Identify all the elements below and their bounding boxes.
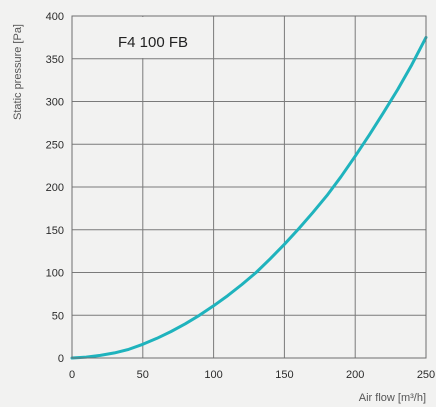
y-tick-label: 400 (46, 11, 64, 23)
chart-title: F4 100 FB (118, 34, 188, 51)
title-box (73, 17, 213, 58)
plot-frame (71, 15, 427, 359)
grid-lines (72, 16, 426, 358)
y-tick-label: 300 (46, 97, 64, 109)
y-tick-label: 350 (46, 54, 64, 66)
x-tick-label: 50 (137, 369, 149, 381)
y-tick-label: 100 (46, 268, 64, 280)
series-line (70, 35, 428, 360)
y-tick-label: 0 (58, 353, 64, 365)
x-tick-label: 0 (69, 369, 75, 381)
y-tick-label: 150 (46, 225, 64, 237)
y-axis-title: Static pressure [Pa] (12, 24, 24, 120)
y-tick-label: 50 (52, 310, 64, 322)
series-layer (70, 35, 428, 360)
y-tick-label: 250 (46, 139, 64, 151)
x-tick-label: 250 (417, 369, 435, 381)
x-axis-title: Air flow [m³/h] (359, 392, 426, 404)
x-tick-label: 200 (346, 369, 364, 381)
y-tick-label: 200 (46, 182, 64, 194)
x-tick-label: 150 (275, 369, 293, 381)
tick-labels: 0 50 100 150 200 250 0 50 100 150 200 250 300 350 400 (46, 11, 436, 381)
x-tick-label: 100 (204, 369, 222, 381)
